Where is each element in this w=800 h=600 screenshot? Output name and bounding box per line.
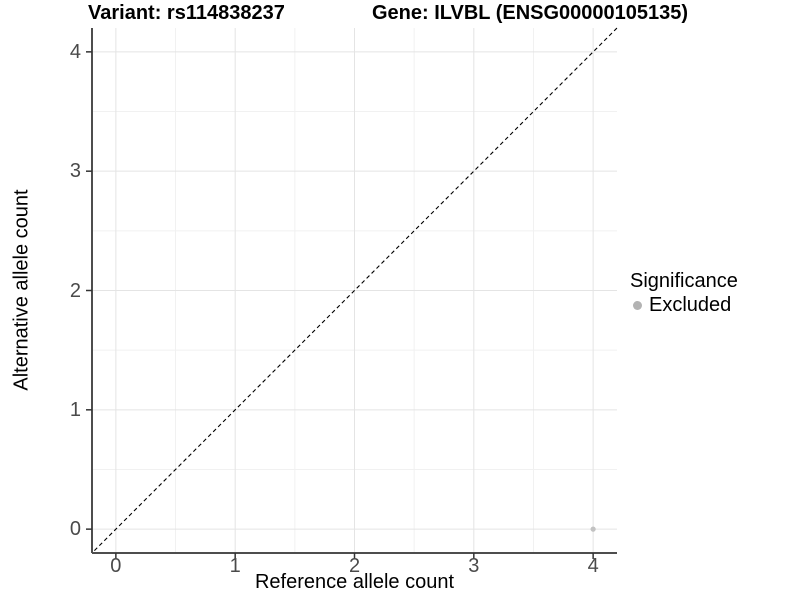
legend-entry-label: Excluded [649, 293, 732, 316]
y-tick-label: 4 [69, 40, 81, 63]
legend-title: Significance [630, 270, 738, 292]
y-tick-label: 3 [69, 160, 81, 183]
legend-key-dot [633, 300, 642, 310]
x-tick-label: 1 [229, 555, 241, 577]
x-tick-label: 0 [110, 555, 122, 577]
plot-title-variant: Variant: rs114838237 [88, 2, 285, 24]
y-tick-label: 2 [69, 279, 81, 302]
identity-line [93, 27, 618, 552]
y-tick-label: 0 [69, 518, 81, 541]
plot-title-gene: Gene: ILVBL (ENSG00000105135) [372, 2, 689, 24]
legend-entry: Excluded [630, 293, 738, 316]
y-tick-label: 1 [69, 398, 81, 421]
y-axis-title: Alternative allele count [10, 189, 33, 391]
x-tick-label: 3 [468, 555, 480, 577]
x-axis-title: Reference allele count [254, 571, 454, 593]
chart-canvas [86, 27, 618, 559]
x-tick-label: 2 [348, 555, 361, 577]
legend: Significance Excluded [630, 270, 738, 316]
legend-entries: Excluded [630, 293, 738, 316]
plot-panel [86, 27, 618, 559]
x-tick-label: 4 [587, 555, 599, 577]
data-point [590, 526, 596, 532]
